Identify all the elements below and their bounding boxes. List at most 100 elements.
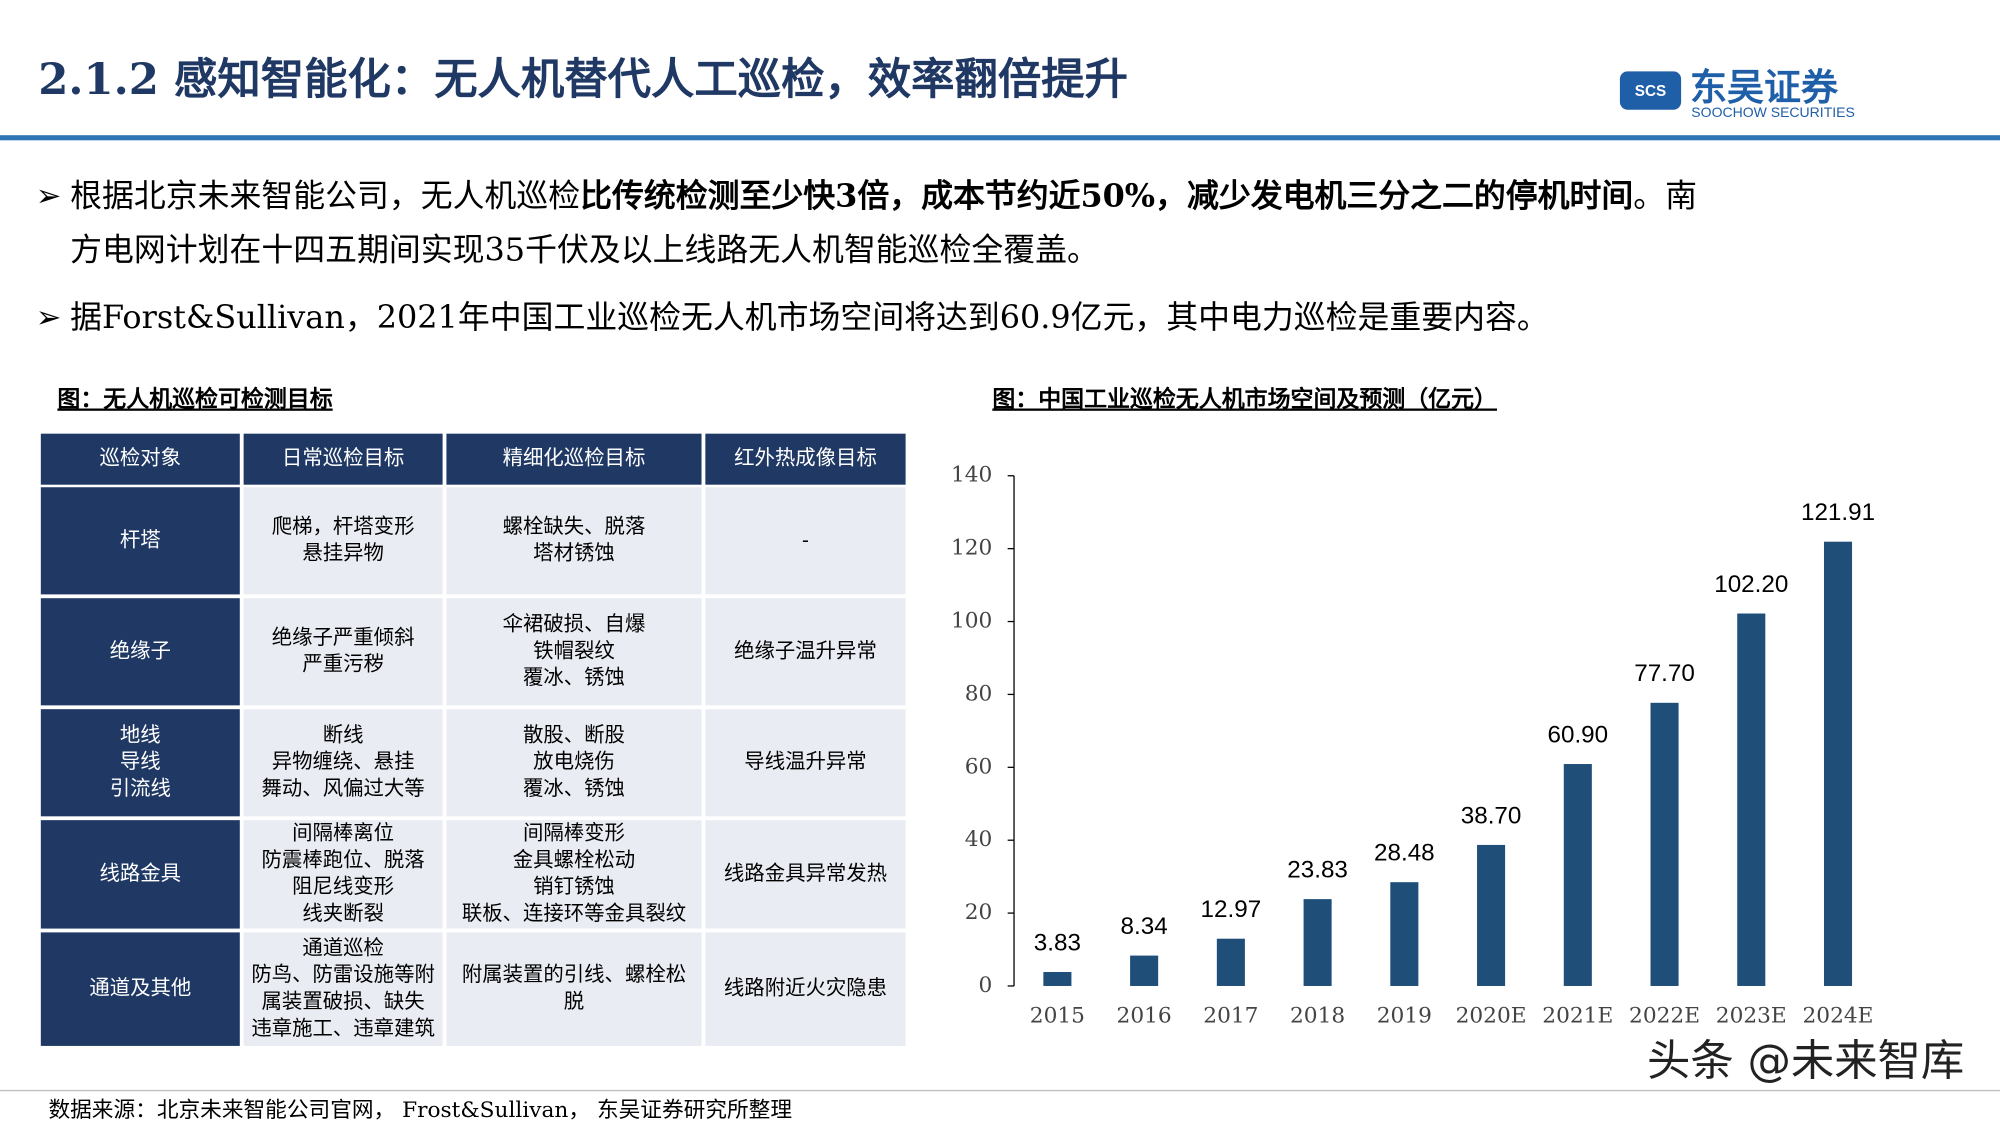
y-tick-label: 0 [979,973,993,998]
header-text: 精细化巡检目标 [503,446,646,470]
cell-text: 伞裙破损、自爆 [503,612,646,636]
header-cell [705,433,906,485]
cell-text: 舞动、风偏过大等 [262,776,425,800]
header-text: 日常巡检目标 [282,446,404,470]
y-tick-label: 60 [965,754,993,779]
x-tick-label: 2023E [1716,1004,1787,1029]
x-tick-label: 2022E [1629,1004,1700,1029]
cell-text: 悬挂异物 [302,541,384,565]
table-cell [243,932,443,1046]
cell-text: 覆冰、锈蚀 [523,776,625,800]
logo-icon [1619,71,1682,110]
cell-text: 防震棒跑位、脱落 [262,847,425,871]
bar [1477,844,1506,986]
value-label: 28.48 [1374,840,1435,867]
x-tick-label: 2019 [1377,1004,1432,1029]
cell-text: 线路附近火灾隐患 [724,976,887,1000]
cell-text: 附属装置的引线、螺栓松 [462,962,686,986]
bullet-line: 方电网计划在十四五期间实现35千伏及以上线路无人机智能巡检全覆盖。 [70,230,1099,268]
table-cell [446,932,702,1046]
cell-text: 通道及其他 [89,976,191,1000]
cell-text: 绝缘子 [110,638,171,662]
cell-text: 线路金具 [100,861,182,885]
value-label: 77.70 [1634,660,1695,687]
x-tick-label: 2016 [1117,1004,1172,1029]
cell-text: 阻尼线变形 [292,874,394,898]
cell-text: 严重污秽 [302,652,384,676]
cell-text: 铁帽裂纹 [533,638,615,662]
cell-text: - [802,527,809,551]
x-tick-label: 2021E [1542,1004,1613,1029]
value-label: 23.83 [1287,856,1348,883]
header-rule [0,135,2000,141]
bar [1563,764,1592,986]
bullet-line: 据Forst&Sullivan，2021年中国工业巡检无人机市场空间将达到60.… [70,297,1549,335]
cell-text: 金具螺栓松动 [513,847,635,871]
table-cell [243,820,443,929]
source-note: 数据来源：北京未来智能公司官网， Frost&Sullivan， 东吴证券研究所… [48,1098,792,1123]
y-tick-label: 80 [965,681,993,706]
bar [1303,899,1332,986]
header-cell [40,433,240,485]
bar [1390,882,1419,986]
table-cell [40,598,240,706]
text-run: 比传统检测至少快3倍，成本节约近50%，减少发电机三分之二的停机时间 [580,176,1633,214]
bar [1650,702,1679,986]
cell-text: 防鸟、防雷设施等附 [251,962,435,986]
table-cell [446,820,702,929]
x-tick-label: 2020E [1456,1004,1527,1029]
value-label: 3.83 [1034,929,1081,956]
y-tick-label: 100 [951,609,992,634]
cell-text: 绝缘子温升异常 [734,638,877,662]
text-run: 。南 [1633,176,1697,214]
y-tick-label: 40 [965,827,993,852]
table-cell [705,598,906,706]
x-tick-label: 2018 [1290,1004,1345,1029]
table-title: 图：无人机巡检可检测目标 [57,386,332,413]
table-cell [705,820,906,929]
value-label: 121.91 [1801,499,1875,526]
table-cell [705,709,906,817]
table-cell [40,932,240,1046]
cell-text: 散股、断股 [523,722,625,746]
cell-text: 塔材锈蚀 [533,541,615,565]
table-cell [446,598,702,706]
cell-text: 绝缘子严重倾斜 [272,625,415,649]
bar [1216,938,1245,986]
header-text: 巡检对象 [100,446,182,470]
table-cell [243,487,443,595]
bullet-line: 根据北京未来智能公司，无人机巡检比传统检测至少快3倍，成本节约近50%，减少发电… [70,176,1697,214]
table-cell [446,487,702,595]
cell-text: 线夹断裂 [302,901,384,925]
cell-text: 线路金具异常发热 [724,861,887,885]
logo-name: 东吴证券 [1690,66,1839,109]
bullet-marker: ➢ [36,179,62,214]
table-cell [243,598,443,706]
bar [1043,972,1072,986]
cell-text: 销钉锈蚀 [533,874,615,898]
cell-text: 联板、连接环等金具裂纹 [462,901,686,925]
cell-text: 引流线 [110,776,171,800]
chart-title: 图：中国工业巡检无人机市场空间及预测（亿元） [992,386,1497,413]
cell-text: 通道巡检 [302,935,384,959]
x-tick-label: 2024E [1803,1004,1874,1029]
table-cell [40,709,240,817]
slide-title: 2.1.2 感知智能化：无人机替代人工巡检，效率翻倍提升 [38,54,1128,105]
cell-text: 螺栓缺失、脱落 [503,514,646,538]
cell-text: 覆冰、锈蚀 [523,665,625,689]
logo: SCS 东吴证券 SOOCHOW SECURITIES [1619,66,1855,120]
header-text: 红外热成像目标 [734,446,877,470]
cell-text: 爬梯，杆塔变形 [272,514,415,538]
logo-english: SOOCHOW SECURITIES [1691,104,1855,120]
cell-text: 异物缠绕、悬挂 [272,749,415,773]
cell-text: 放电烧伤 [533,749,615,773]
y-tick-label: 20 [965,900,993,925]
cell-text: 违章施工、违章建筑 [251,1016,435,1040]
text-run: 据Forst&Sullivan，2021年中国工业巡检无人机市场空间将达到60.… [70,297,1549,335]
cell-text: 脱 [564,989,584,1013]
y-tick-label: 120 [951,536,992,561]
cell-text: 间隔棒离位 [292,821,394,845]
table-cell [705,487,906,595]
